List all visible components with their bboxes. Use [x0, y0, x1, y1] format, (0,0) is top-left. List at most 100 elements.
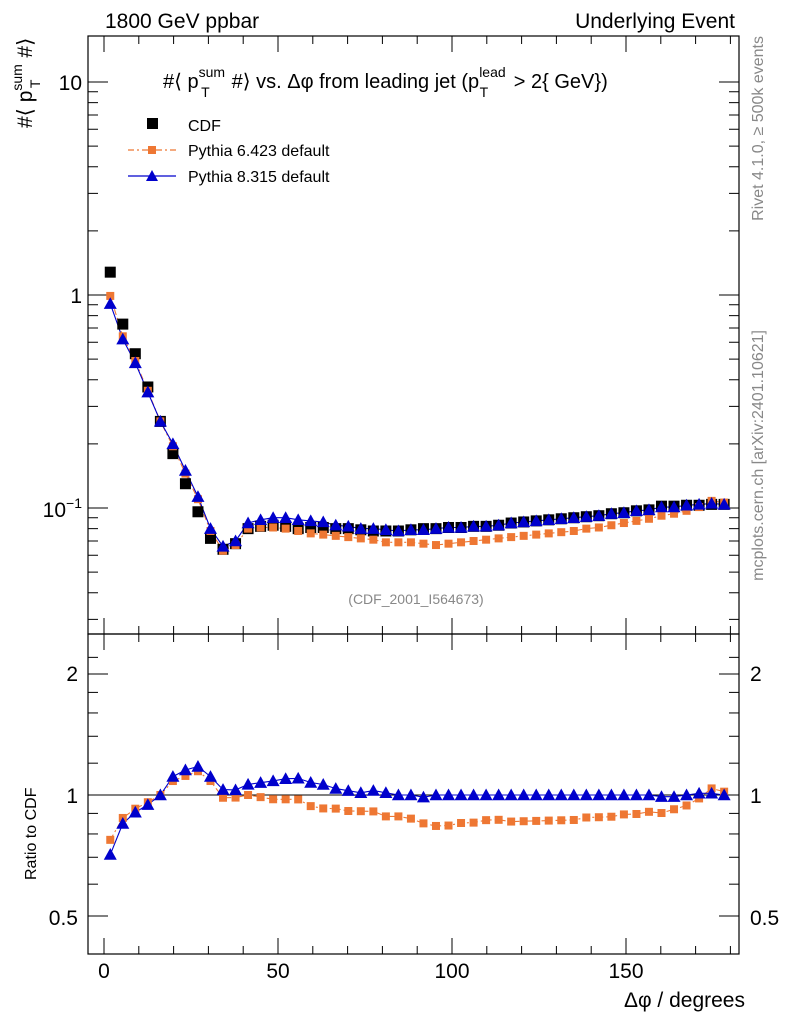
ratio-series: [103, 760, 731, 860]
ratio-line-pythia-6-423-default: [109, 770, 725, 841]
main-pythia-8-315-default-point-29: [467, 519, 481, 532]
ratio-pythia-6-423-default-point-19: [344, 806, 353, 815]
ratio-pythia-8-315-default-point-4: [153, 788, 167, 801]
y-tick-label-1: 1: [70, 285, 82, 308]
ratio-pythia-6-423-default-point-12: [256, 793, 265, 802]
ratio-axis-label: Ratio to CDF: [23, 787, 40, 880]
ratio-tick-label-right-0.5: 0.5: [750, 907, 779, 930]
ratio-pythia-8-315-default-point-8: [203, 770, 217, 782]
ratio-pythia-6-423-default-point-27: [444, 821, 453, 830]
header-right: Underlying Event: [575, 10, 735, 33]
main-pythia-8-315-default-point-9: [216, 539, 230, 552]
main-pythia-8-315-default-point-20: [354, 522, 368, 534]
ratio-pythia-8-315-default-point-18: [329, 782, 343, 794]
main-pythia-6-423-default-point-34: [532, 530, 541, 539]
main-pythia-6-423-default-point-22: [381, 538, 390, 547]
ratio-pythia-8-315-default-point-47: [692, 786, 706, 799]
main-pythia-8-315-default-point-2: [128, 356, 142, 369]
main-pythia-6-423-default-point-27: [444, 539, 453, 548]
ratio-pythia-6-423-default-point-0: [106, 835, 115, 844]
ratio-pythia-8-315-default-point-19: [341, 784, 355, 796]
y-tick-label-10: 10: [59, 72, 82, 95]
main-pythia-6-423-default-point-37: [569, 526, 578, 535]
ratio-pythia-8-315-default-point-39: [592, 788, 606, 801]
main-pythia-6-423-default-point-16: [306, 529, 315, 538]
ratio-pythia-6-423-default-point-24: [406, 814, 415, 823]
ratio-pythia-6-423-default-point-20: [356, 807, 365, 816]
ratio-pythia-8-315-default-point-7: [191, 760, 205, 772]
ratio-pythia-6-423-default-point-31: [494, 815, 503, 824]
ratio-pythia-8-315-default-point-17: [316, 778, 330, 790]
main-pythia-6-423-default-point-35: [544, 529, 553, 538]
ratio-pythia-6-423-default-point-18: [331, 804, 340, 813]
ratio-pythia-8-315-default-point-24: [404, 788, 418, 801]
main-pythia-8-315-default-point-18: [329, 518, 343, 531]
main-pythia-8-315-default-point-12: [254, 513, 268, 526]
main-pythia-8-315-default-point-40: [604, 507, 618, 519]
main-pythia-6-423-default-point-19: [344, 533, 353, 542]
main-pythia-8-315-default-point-19: [341, 519, 355, 532]
main-cdf-point-8: [204, 532, 216, 544]
ratio-pythia-8-315-default-point-11: [241, 777, 255, 790]
ratio-pythia-8-315-default-point-27: [442, 788, 456, 801]
main-pythia-8-315-default-point-42: [629, 504, 643, 517]
main-pythia-8-315-default-point-22: [379, 523, 393, 536]
ratio-pythia-8-315-default-point-14: [279, 772, 293, 784]
main-pythia-8-315-default-point-39: [592, 509, 606, 521]
main-pythia-6-423-default-point-43: [644, 514, 653, 523]
main-pythia-8-315-default-point-35: [542, 513, 556, 526]
main-pythia-6-423-default-point-41: [619, 519, 628, 528]
main-pythia-6-423-default-point-40: [607, 521, 616, 530]
main-pythia-8-315-default-point-45: [667, 500, 681, 513]
y-axis-label: #⟨ psum T#⟩: [9, 38, 43, 128]
legend-label-pythia8: Pythia 8.315 default: [188, 169, 330, 186]
ratio-tick-label-right-2: 2: [750, 663, 762, 686]
main-pythia-6-423-default-point-44: [657, 511, 666, 520]
ratio-pythia-8-315-default-point-29: [467, 788, 481, 801]
ratio-pythia-8-315-default-point-25: [416, 790, 430, 803]
main-pythia-8-315-default-point-24: [404, 523, 418, 536]
ratio-pythia-8-315-default-point-23: [391, 788, 405, 801]
ratio-pythia-6-423-default-point-45: [670, 805, 679, 814]
ratio-pythia-8-315-default-point-32: [504, 788, 518, 801]
ratio-pythia-8-315-default-point-34: [529, 788, 543, 801]
ratio-pythia-8-315-default-point-37: [567, 788, 581, 801]
ratio-pythia-6-423-default-point-38: [582, 813, 591, 822]
ratio-pythia-8-315-default-point-30: [479, 788, 493, 801]
ratio-pythia-6-423-default-point-44: [657, 809, 666, 818]
main-pythia-8-315-default-point-17: [316, 515, 330, 528]
ratio-pythia-8-315-default-point-10: [229, 783, 243, 796]
y-tick-label-0.1: 10−1: [43, 495, 83, 522]
ratio-pythia-8-315-default-point-2: [128, 805, 142, 818]
ratio-pythia-6-423-default-point-16: [306, 802, 315, 811]
main-pythia-8-315-default-point-33: [517, 515, 531, 528]
main-pythia-8-315-default-point-26: [429, 522, 443, 534]
main-pythia-6-423-default-point-21: [369, 535, 378, 544]
main-pythia-8-315-default-point-27: [442, 520, 456, 533]
ratio-pythia-6-423-default-point-40: [607, 812, 616, 821]
ratio-pythia-8-315-default-point-26: [429, 788, 443, 801]
x-tick-label-0: 0: [98, 960, 110, 983]
main-pythia-6-423-default-point-23: [394, 538, 403, 547]
main-pythia-8-315-default-point-47: [692, 497, 706, 510]
ratio-tick-label-0.5: 0.5: [49, 907, 78, 930]
main-pythia-6-423-default-point-39: [594, 523, 603, 532]
main-cdf-point-2: [129, 348, 141, 360]
ratio-pythia-8-315-default-point-40: [604, 788, 618, 801]
ratio-pythia-6-423-default-point-46: [682, 801, 691, 810]
main-pythia-6-423-default-point-33: [519, 531, 528, 540]
main-pythia-6-423-default-point-25: [419, 539, 428, 548]
ratio-pythia-6-423-default-point-11: [244, 791, 253, 799]
main-pythia-6-423-default-point-31: [494, 534, 503, 543]
main-pythia-8-315-default-point-21: [366, 522, 380, 534]
main-pythia-8-315-default-point-44: [654, 500, 668, 513]
ratio-pythia-8-315-default-point-0: [103, 848, 117, 860]
main-pythia-8-315-default-point-15: [291, 513, 305, 526]
chart-title: #⟨ psum T #⟩ vs. Δφ from leading jet (plea…: [163, 64, 608, 100]
ratio-pythia-6-423-default-point-33: [519, 817, 528, 826]
ratio-tick-label-right-1: 1: [750, 785, 762, 808]
main-pythia-8-315-default-point-4: [153, 414, 167, 427]
main-pythia-8-315-default-point-5: [166, 437, 180, 450]
main-cdf-point-7: [192, 506, 204, 518]
